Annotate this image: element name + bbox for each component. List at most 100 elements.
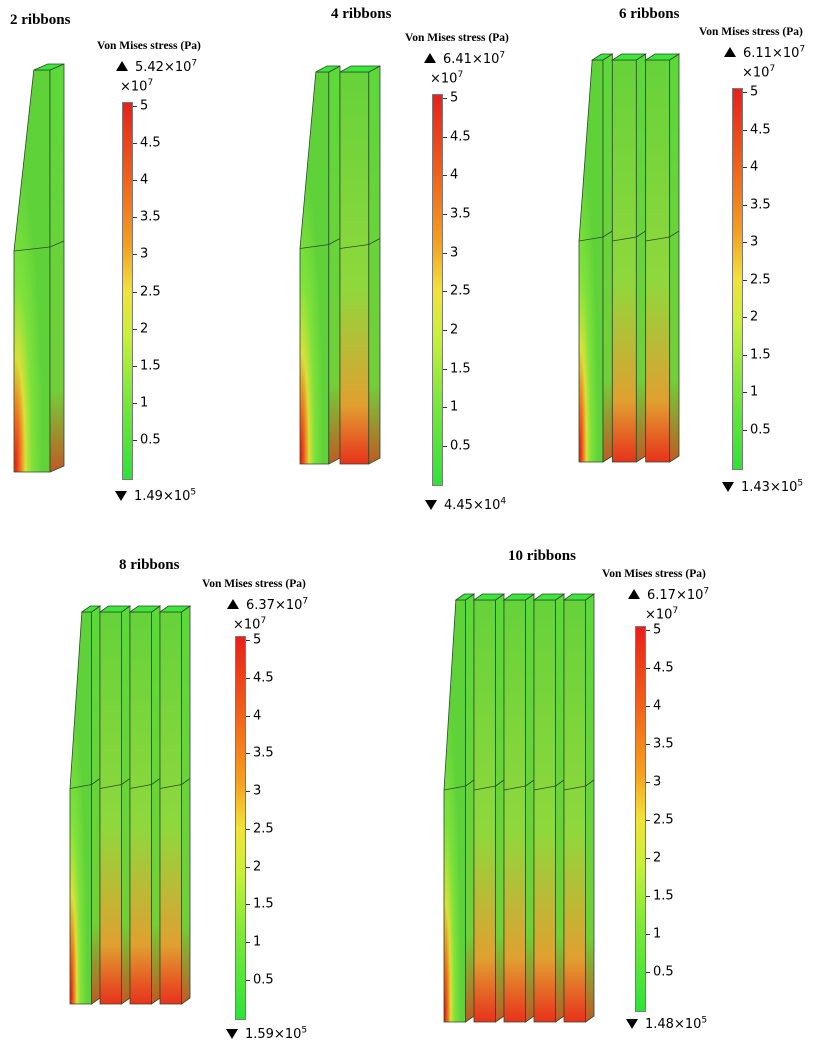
min-triangle-icon xyxy=(226,1028,238,1039)
ribbon-model xyxy=(299,65,381,465)
colorbar-tick-label: 4.5 xyxy=(750,122,771,138)
colorbar-tick-label: 2 xyxy=(140,321,149,337)
colorbar-tick xyxy=(133,217,137,219)
colorbar xyxy=(635,626,646,1012)
ribbon-front-face xyxy=(129,611,152,1005)
panel-2-ribbons: 2 ribbons Von Mises stress (Pa) 5.42×107… xyxy=(0,0,260,520)
ribbon-seam xyxy=(339,238,381,249)
colorbar-tick-label: 3.5 xyxy=(653,736,674,752)
ribbon-side-face xyxy=(151,605,161,1005)
colorbar-tick xyxy=(646,782,650,783)
colorbar-tick xyxy=(133,365,137,367)
colorbar-tick xyxy=(443,136,447,138)
colorbar-tick-label: 1.5 xyxy=(140,358,161,374)
ribbon-front-face xyxy=(339,71,370,465)
colorbar-tick xyxy=(246,640,250,641)
min-value: 1.59×105 xyxy=(226,1026,307,1042)
colorbar-tick-label: 4 xyxy=(450,167,459,183)
ribbon-front-face xyxy=(473,599,496,1023)
max-value: 5.42×107 xyxy=(116,59,197,75)
max-triangle-icon xyxy=(724,46,736,57)
min-triangle-icon xyxy=(722,481,734,492)
ribbon xyxy=(339,65,381,465)
colorbar-tick xyxy=(443,291,447,293)
colorbar-tick-label: 2.5 xyxy=(750,272,771,288)
ribbon xyxy=(299,65,341,465)
ribbon-seam xyxy=(578,230,613,242)
colorbar-tick-label: 0.5 xyxy=(750,422,771,438)
max-triangle-icon xyxy=(628,588,640,599)
colorbar-tick-label: 3 xyxy=(653,774,662,790)
ribbon-side-face xyxy=(525,593,535,1023)
colorbar-tick-label: 2 xyxy=(653,850,662,866)
ribbon-side-face xyxy=(669,53,680,463)
ribbon xyxy=(502,593,536,1023)
ribbon-model xyxy=(69,605,192,1005)
ribbon xyxy=(98,605,132,1005)
colorbar-tick xyxy=(743,92,747,93)
colorbar-tick-label: 2.5 xyxy=(653,812,674,828)
ribbon-side-face xyxy=(49,63,65,473)
ribbon-front-face xyxy=(99,611,122,1005)
max-value: 6.17×107 xyxy=(628,587,709,603)
colorbar-tick-label: 5 xyxy=(450,90,459,106)
colorbar-tick-label: 4 xyxy=(140,172,149,188)
ribbon-top-face xyxy=(590,53,614,61)
colorbar-tick-label: 2 xyxy=(750,309,759,325)
ribbon-front-face xyxy=(578,59,604,463)
ribbon-side-face xyxy=(368,65,381,465)
colorbar-tick-label: 3.5 xyxy=(253,745,274,761)
colorbar-tick-label: 0.5 xyxy=(140,432,161,448)
colorbar-tick-label: 3 xyxy=(450,245,459,261)
ribbon xyxy=(532,593,566,1023)
legend-label: Von Mises stress (Pa) xyxy=(699,26,803,38)
colorbar-tick-label: 4.5 xyxy=(140,135,161,151)
ribbon xyxy=(13,63,65,473)
colorbar-tick xyxy=(133,402,137,404)
colorbar-tick xyxy=(743,317,747,319)
ribbon-seam xyxy=(299,238,341,249)
colorbar-tick xyxy=(246,904,250,906)
colorbar-tick-label: 4 xyxy=(750,159,759,175)
colorbar-tick-label: 3 xyxy=(253,783,262,799)
colorbar-tick-label: 4.5 xyxy=(653,660,674,676)
scale-multiplier: ×107 xyxy=(742,64,776,81)
ribbon-top-face xyxy=(454,593,476,601)
ribbon-seam xyxy=(503,779,535,791)
ribbon-top-face xyxy=(644,53,681,61)
colorbar-tick xyxy=(646,972,650,973)
colorbar-tick xyxy=(443,368,447,370)
ribbon-model xyxy=(578,53,681,463)
colorbar-tick xyxy=(443,407,447,409)
colorbar-tick xyxy=(246,980,250,981)
colorbar-tick-label: 2.5 xyxy=(253,821,274,837)
ribbon-seam xyxy=(443,779,475,791)
colorbar-tick-label: 1.5 xyxy=(653,888,674,904)
colorbar-tick-label: 1 xyxy=(750,384,759,400)
colorbar-tick-label: 2 xyxy=(450,322,459,338)
colorbar xyxy=(122,102,133,480)
colorbar-tick xyxy=(646,896,650,897)
colorbar-tick xyxy=(246,866,250,868)
scale-multiplier: ×107 xyxy=(430,70,464,87)
legend-label: Von Mises stress (Pa) xyxy=(602,568,706,580)
ribbon-side-face xyxy=(585,593,595,1023)
ribbon-seam xyxy=(533,779,565,791)
ribbon xyxy=(610,53,648,463)
colorbar-tick xyxy=(646,706,650,707)
colorbar-tick-label: 0.5 xyxy=(253,972,274,988)
colorbar-tick-label: 2 xyxy=(253,859,262,875)
ribbon-side-face xyxy=(555,593,565,1023)
panel-8-ribbons: 8 ribbons Von Mises stress (Pa) 6.37×107… xyxy=(0,540,360,1048)
colorbar-tick-label: 1.5 xyxy=(450,361,471,377)
legend-label: Von Mises stress (Pa) xyxy=(405,32,509,44)
ribbon xyxy=(128,605,162,1005)
colorbar-tick-label: 1.5 xyxy=(253,896,274,912)
colorbar-tick-label: 4 xyxy=(653,698,662,714)
max-triangle-icon xyxy=(424,52,436,63)
min-value: 1.48×105 xyxy=(626,1016,707,1032)
scale-multiplier: ×107 xyxy=(233,616,267,633)
colorbar-tick xyxy=(443,330,447,331)
colorbar-tick xyxy=(246,942,250,944)
min-triangle-icon xyxy=(425,499,437,510)
